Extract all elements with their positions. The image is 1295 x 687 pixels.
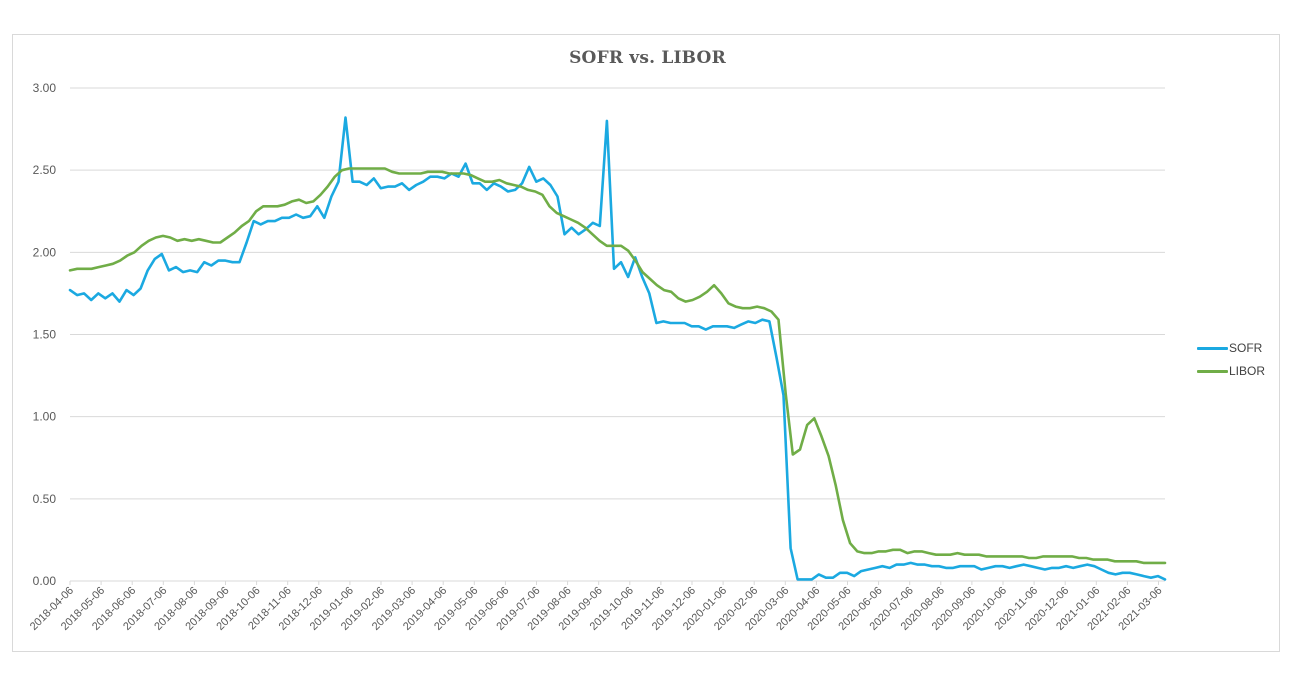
chart-title: SOFR vs. LIBOR [569,48,726,68]
x-axis: 2018-04-062018-05-062018-06-062018-07-06… [28,581,1165,633]
y-tick-label: 0.50 [33,492,57,506]
gridlines [70,87,1165,582]
y-tick-label: 0.00 [33,574,57,588]
legend-label-sofr: SOFR [1229,341,1263,355]
libor-line [68,167,1167,565]
legend-item-sofr: SOFR [1197,338,1265,358]
legend-item-libor: LIBOR [1197,361,1265,381]
y-tick-label: 3.00 [33,81,57,95]
series-lines [68,116,1167,581]
legend: SOFR LIBOR [1197,338,1265,384]
y-axis-labels: 0.00 0.50 1.00 1.50 2.00 2.50 3.00 [33,81,57,588]
y-tick-label: 1.00 [33,410,57,424]
y-tick-label: 2.00 [33,245,57,259]
y-tick-label: 2.50 [33,163,57,177]
legend-label-libor: LIBOR [1229,364,1266,378]
sofr-line [68,116,1167,581]
sofr-line-swatch-icon [1197,346,1228,350]
libor-line-swatch-icon [1197,369,1228,373]
y-tick-label: 1.50 [33,328,57,342]
chart-frame [12,34,1280,652]
